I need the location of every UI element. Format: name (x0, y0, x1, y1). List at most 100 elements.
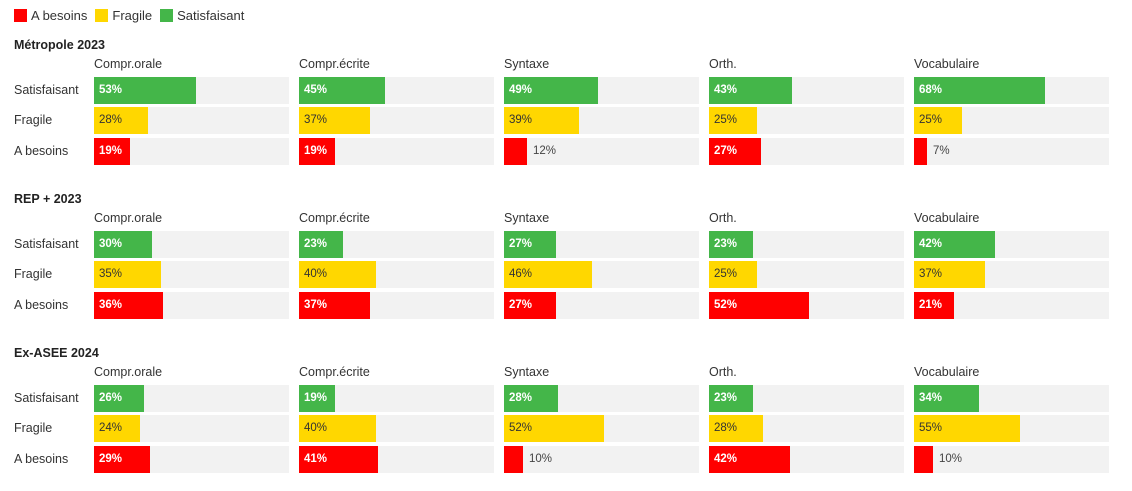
legend-item-a-besoins[interactable]: A besoins (14, 8, 87, 23)
bar-fragile-syntaxe[interactable] (504, 261, 592, 288)
legend-swatch (14, 8, 27, 22)
row-label-fragile: Fragile (14, 267, 53, 281)
data-label: 19% (99, 145, 123, 157)
data-label: 25% (919, 114, 943, 126)
legend-swatch (95, 8, 109, 22)
row-label-satisfaisant: Satisfaisant (14, 391, 79, 405)
category-label-compr-orale: Compr.orale (94, 57, 163, 71)
data-label: 40% (304, 422, 328, 434)
bar-fragile-syntaxe[interactable] (504, 415, 604, 442)
bar-track: 27% (504, 292, 699, 319)
data-label: 42% (714, 453, 738, 465)
bar-a-besoins-compr-ecrite[interactable] (299, 138, 335, 165)
bar-a-besoins-vocabulaire[interactable] (914, 292, 954, 319)
bar-fragile-orth[interactable] (709, 107, 757, 134)
data-label: 35% (99, 268, 123, 280)
bar-track: 55% (914, 415, 1109, 442)
legend-swatch (160, 8, 174, 22)
bar-track: 28% (504, 385, 699, 412)
row-label-fragile: Fragile (14, 113, 53, 127)
bar-satisfaisant-orth[interactable] (709, 77, 792, 104)
data-label: 37% (919, 268, 943, 280)
bar-fragile-compr-orale[interactable] (94, 107, 148, 134)
bar-satisfaisant-syntaxe[interactable] (504, 231, 556, 258)
bar-a-besoins-orth[interactable] (709, 292, 809, 319)
bar-track: 26% (94, 385, 289, 412)
bar-satisfaisant-compr-ecrite[interactable] (299, 385, 335, 412)
bar-fragile-compr-orale[interactable] (94, 261, 161, 288)
bar-fragile-vocabulaire[interactable] (914, 415, 1020, 442)
data-label: 55% (919, 422, 943, 434)
bar-fragile-orth[interactable] (709, 261, 757, 288)
data-label: 23% (304, 238, 328, 250)
bar-track: 19% (299, 138, 494, 165)
bar-satisfaisant-orth[interactable] (709, 231, 753, 258)
bar-a-besoins-syntaxe[interactable] (504, 138, 527, 165)
bar-track: 42% (709, 446, 904, 473)
category-label-vocabulaire: Vocabulaire (914, 211, 980, 225)
data-label: 24% (99, 422, 123, 434)
chart-title: REP + 2023 (14, 192, 82, 206)
row-label-a-besoins: A besoins (14, 144, 69, 158)
legend-item-satisfaisant[interactable]: Satisfaisant (160, 8, 244, 23)
category-label-syntaxe: Syntaxe (504, 57, 550, 71)
bar-satisfaisant-compr-ecrite[interactable] (299, 77, 385, 104)
bar-satisfaisant-compr-orale[interactable] (94, 385, 144, 412)
bar-satisfaisant-vocabulaire[interactable] (914, 385, 979, 412)
legend-item-fragile[interactable]: Fragile (95, 8, 152, 23)
data-label: 28% (714, 422, 738, 434)
bar-satisfaisant-syntaxe[interactable] (504, 385, 558, 412)
bar-a-besoins-vocabulaire[interactable] (914, 446, 933, 473)
bar-satisfaisant-vocabulaire[interactable] (914, 231, 995, 258)
bar-track: 27% (504, 231, 699, 258)
bar-a-besoins-compr-orale[interactable] (94, 292, 163, 319)
bar-track: 12% (504, 138, 699, 165)
bar-satisfaisant-vocabulaire[interactable] (914, 77, 1045, 104)
bar-track: 10% (504, 446, 699, 473)
category-label-vocabulaire: Vocabulaire (914, 365, 980, 379)
bar-track: 39% (504, 107, 699, 134)
bar-track: 27% (709, 138, 904, 165)
data-label: 45% (304, 84, 328, 96)
data-label: 39% (509, 114, 533, 126)
bar-a-besoins-compr-orale[interactable] (94, 138, 130, 165)
bar-satisfaisant-compr-ecrite[interactable] (299, 231, 343, 258)
bar-track: 42% (914, 231, 1109, 258)
bar-satisfaisant-compr-orale[interactable] (94, 77, 196, 104)
bar-fragile-syntaxe[interactable] (504, 107, 579, 134)
bar-fragile-orth[interactable] (709, 415, 763, 442)
data-label: 37% (304, 299, 328, 311)
bar-a-besoins-vocabulaire[interactable] (914, 138, 927, 165)
data-label: 29% (99, 453, 123, 465)
bar-a-besoins-orth[interactable] (709, 138, 761, 165)
bar-track: 68% (914, 77, 1109, 104)
bar-a-besoins-compr-ecrite[interactable] (299, 292, 370, 319)
data-label: 49% (509, 84, 533, 96)
bar-satisfaisant-syntaxe[interactable] (504, 77, 598, 104)
category-label-compr-ecrite: Compr.écrite (299, 57, 370, 71)
bar-fragile-compr-orale[interactable] (94, 415, 140, 442)
bar-fragile-vocabulaire[interactable] (914, 107, 962, 134)
data-label: 26% (99, 392, 123, 404)
data-label: 12% (533, 145, 557, 157)
data-label: 46% (509, 268, 533, 280)
category-label-orth: Orth. (709, 57, 737, 71)
bar-a-besoins-compr-orale[interactable] (94, 446, 150, 473)
legend-label: A besoins (31, 7, 88, 23)
bar-fragile-compr-ecrite[interactable] (299, 261, 376, 288)
bar-satisfaisant-compr-orale[interactable] (94, 231, 152, 258)
bar-a-besoins-syntaxe[interactable] (504, 292, 556, 319)
bar-a-besoins-orth[interactable] (709, 446, 790, 473)
bar-a-besoins-compr-ecrite[interactable] (299, 446, 378, 473)
data-label: 19% (304, 145, 328, 157)
data-label: 43% (714, 84, 738, 96)
bar-satisfaisant-orth[interactable] (709, 385, 753, 412)
bar-fragile-compr-ecrite[interactable] (299, 415, 376, 442)
category-label-vocabulaire: Vocabulaire (914, 57, 980, 71)
bar-fragile-vocabulaire[interactable] (914, 261, 985, 288)
bar-track: 45% (299, 77, 494, 104)
data-label: 53% (99, 84, 123, 96)
data-label: 30% (99, 238, 123, 250)
bar-fragile-compr-ecrite[interactable] (299, 107, 370, 134)
bar-a-besoins-syntaxe[interactable] (504, 446, 523, 473)
